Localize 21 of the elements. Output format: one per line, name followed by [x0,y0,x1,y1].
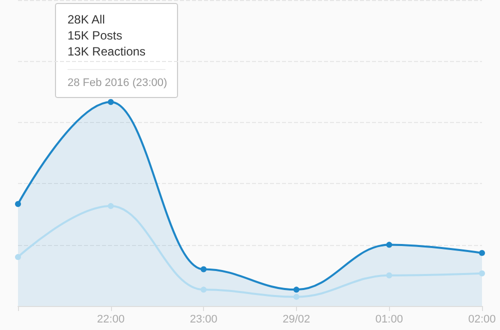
text: 28K All [68,12,105,26]
point [386,242,392,248]
text: 13K Reactions [68,44,146,58]
point [293,294,300,300]
point [15,254,21,260]
x-tick-label: 29/02 [282,314,310,326]
point [108,99,114,105]
point [386,272,392,278]
point [293,286,300,293]
text: 28 Feb 2016 (23:00) [68,77,168,89]
point [479,250,485,256]
point [15,201,21,207]
x-tick-label: 01:00 [375,314,403,326]
point [200,286,207,293]
point [200,266,207,272]
x-tick-label: 22:00 [97,314,125,326]
text: 15K Posts [68,28,122,42]
x-tick-label: 02:00 [468,314,496,326]
x-tick-label: 23:00 [190,314,218,326]
point [479,270,485,276]
point [108,203,114,210]
